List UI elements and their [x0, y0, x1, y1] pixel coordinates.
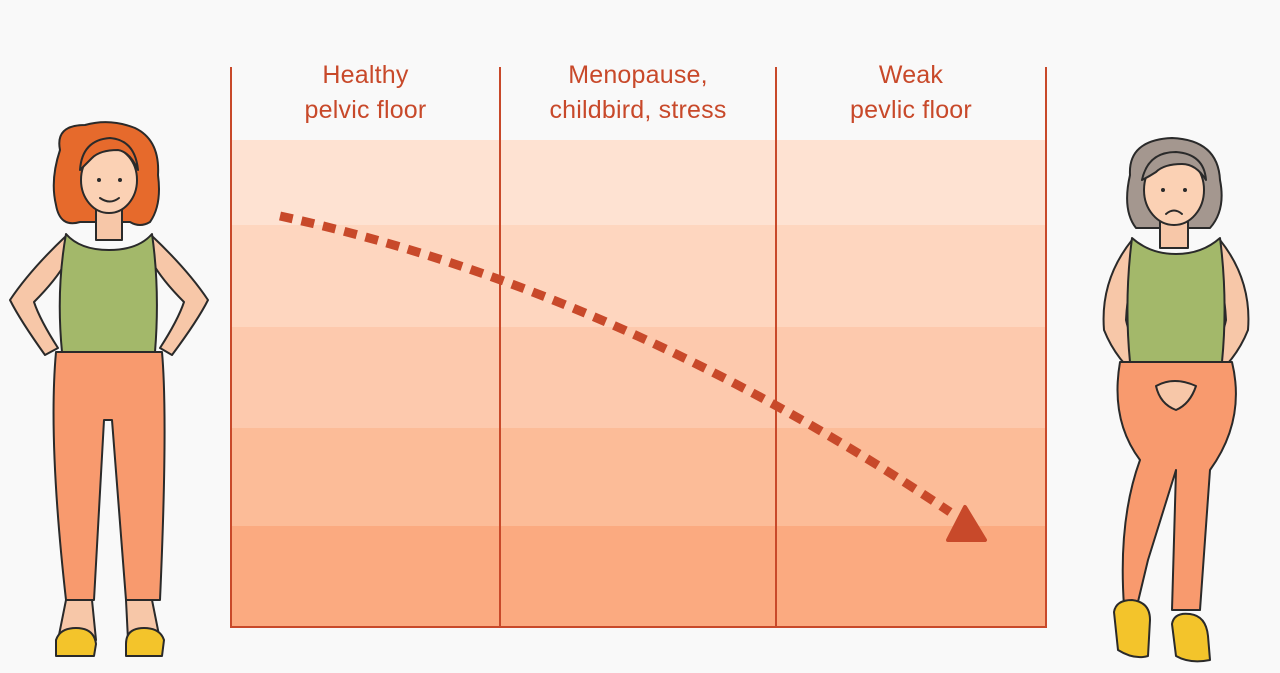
column-header-line1: Healthy — [322, 61, 409, 89]
column-header-weak: Weak pevlic floor — [776, 58, 1046, 128]
column-header-line2: pevlic floor — [850, 96, 972, 124]
column-header-line2: childbird, stress — [549, 96, 727, 124]
band-2 — [231, 225, 1046, 327]
older-woman-illustration — [1102, 137, 1250, 663]
column-dividers — [230, 67, 1047, 628]
column-header-line1: Weak — [878, 61, 944, 89]
band-3 — [231, 327, 1046, 428]
column-header-menopause: Menopause, childbird, stress — [500, 58, 776, 128]
arrow-shaft — [279, 211, 953, 516]
column-header-line2: pelvic floor — [304, 96, 427, 124]
healthy-woman-illustration — [9, 121, 209, 657]
band-1 — [231, 140, 1046, 225]
band-4 — [231, 428, 1046, 526]
band-5 — [231, 526, 1046, 627]
arrow-head — [946, 505, 987, 542]
strength-bands — [231, 140, 1046, 627]
column-header-line1: Menopause, — [568, 61, 708, 89]
column-header-healthy: Healthy pelvic floor — [231, 58, 500, 128]
decline-arrow — [279, 211, 987, 542]
